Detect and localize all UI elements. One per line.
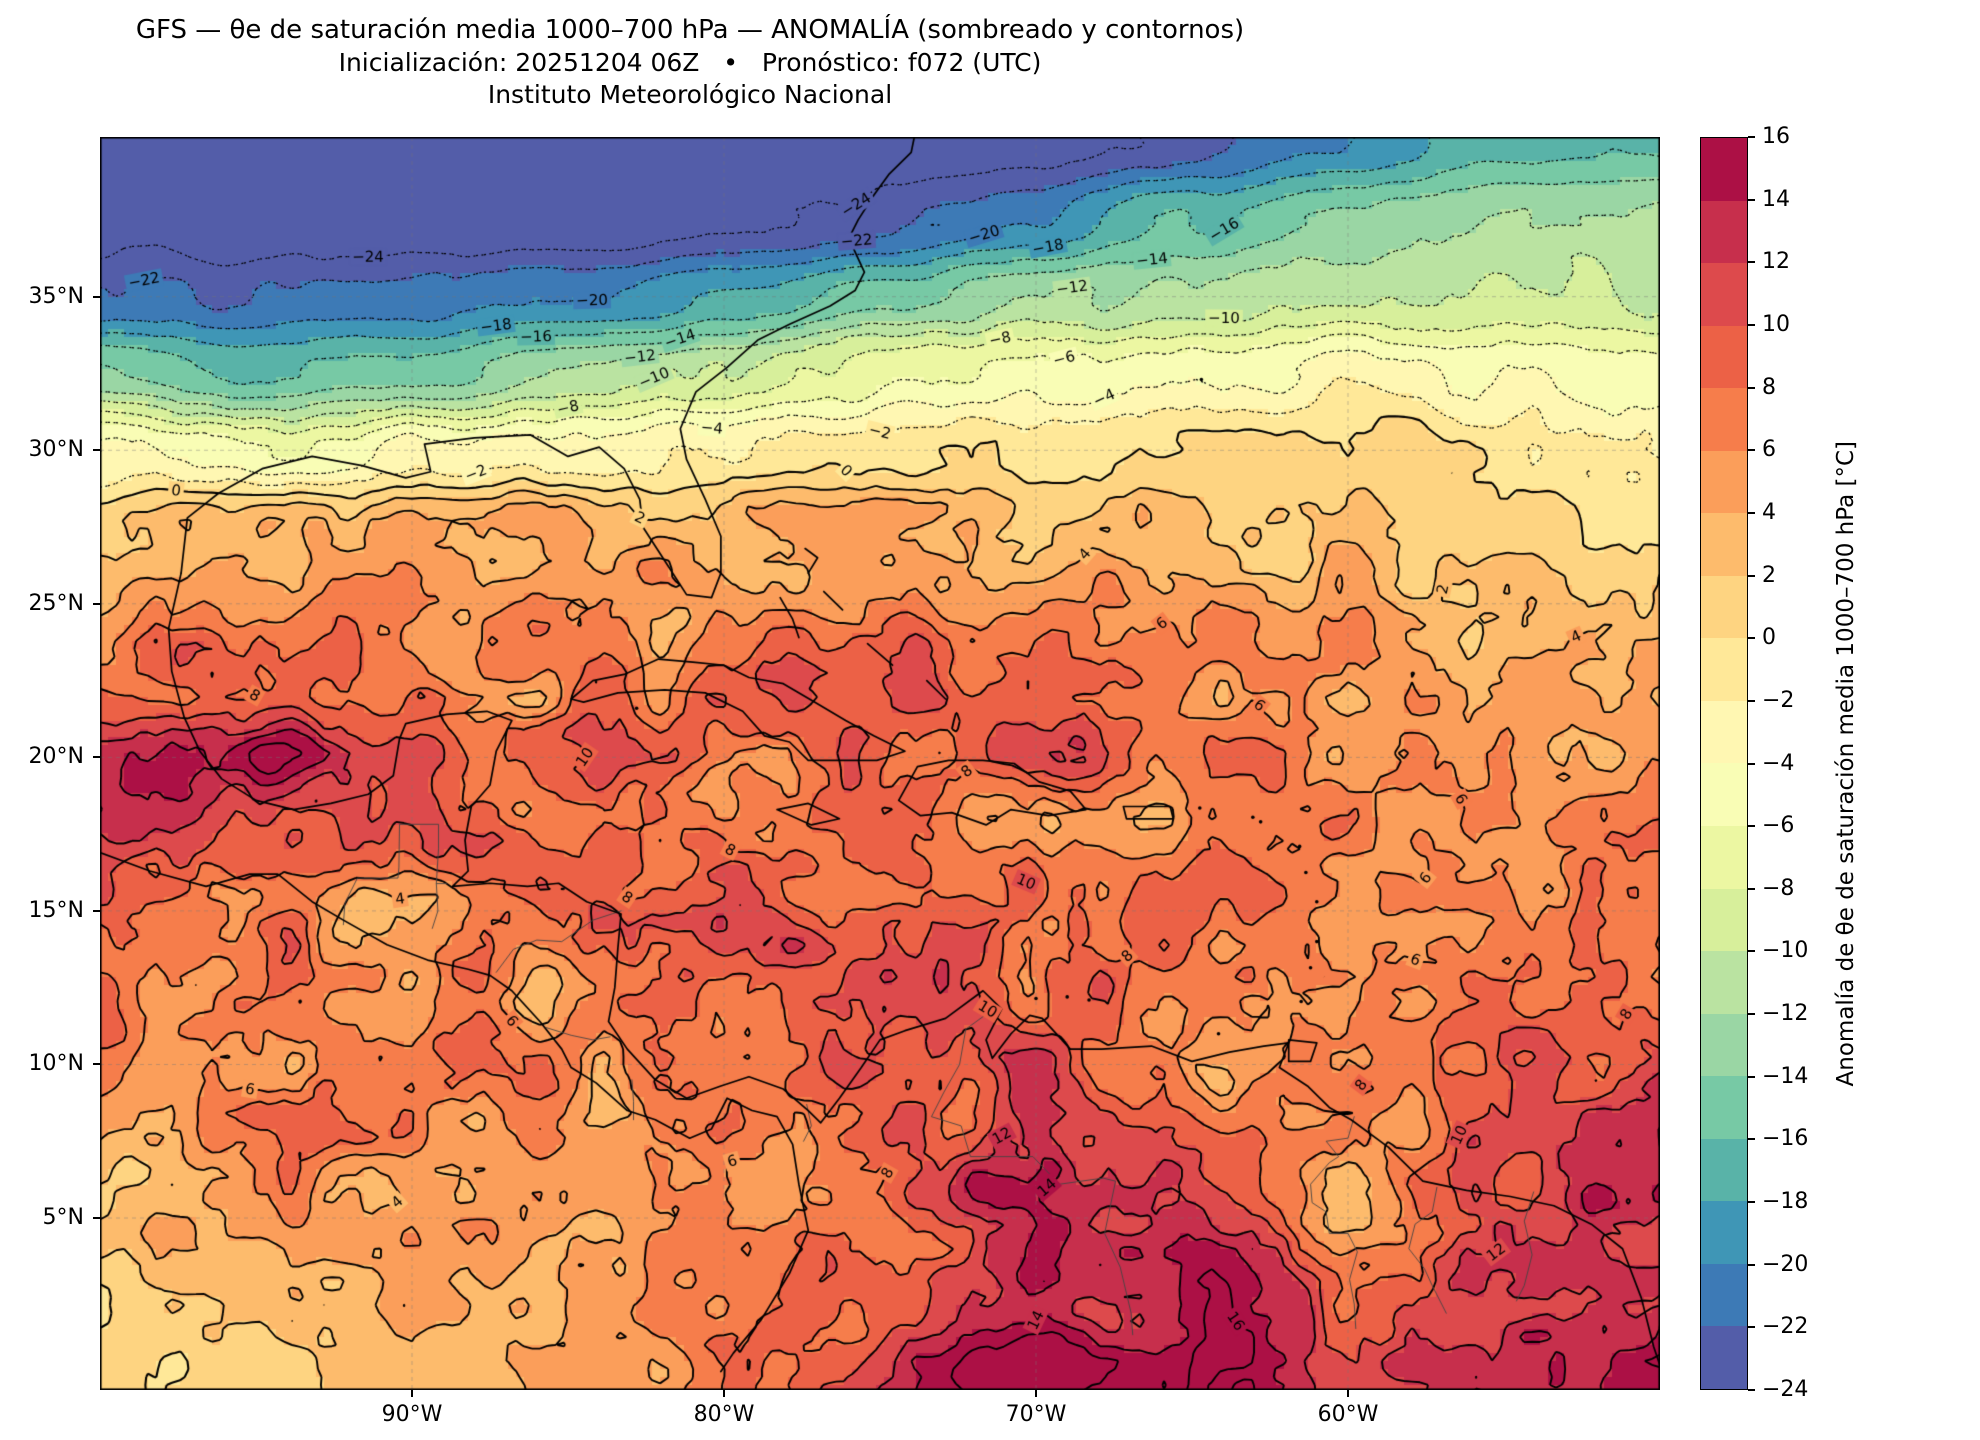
lon-tick-label: 60°W [1317, 1402, 1379, 1427]
colorbar-tick-mark [1748, 1075, 1755, 1078]
colorbar-tick-mark [1748, 261, 1755, 264]
lon-tick-mark [1347, 1390, 1349, 1397]
colorbar-tick-label: 12 [1762, 249, 1790, 275]
colorbar-tick-mark [1748, 1326, 1755, 1329]
x-axis-longitude: 90°W 80°W 70°W 60°W [100, 1390, 1660, 1440]
chart-subtitle-institution: Instituto Meteorológico Nacional [487, 80, 893, 109]
colorbar-tick-label: −12 [1762, 1001, 1809, 1027]
colorbar-tick-label: −6 [1762, 813, 1795, 839]
colorbar-segment [1701, 200, 1747, 264]
colorbar-tick-label: −22 [1762, 1314, 1809, 1340]
lat-tick-mark [93, 295, 100, 298]
colorbar-label: Anomalía de θe de saturación media 1000–… [1833, 440, 1859, 1087]
colorbar-tick-mark [1748, 887, 1755, 890]
lat-tick-mark [93, 909, 100, 912]
colorbar-tick-mark [1748, 511, 1755, 514]
lat-tick-mark [93, 1063, 100, 1066]
colorbar-segment [1701, 138, 1747, 201]
lon-tick-mark [723, 1390, 725, 1397]
colorbar-tick-mark [1748, 1389, 1755, 1391]
lon-tick-label: 80°W [693, 1402, 755, 1427]
chart-title: GFS — θe de saturación media 1000–700 hP… [135, 15, 1245, 45]
colorbar-tick-mark [1748, 762, 1755, 765]
lat-tick-mark [93, 1217, 100, 1220]
colorbar-tick-mark [1748, 1013, 1755, 1016]
colorbar-tick-mark [1748, 198, 1755, 201]
colorbar-segment [1701, 450, 1747, 514]
lat-tick-label: 30°N [28, 437, 84, 463]
colorbar-segment [1701, 575, 1747, 639]
colorbar-tick-mark [1748, 637, 1755, 640]
colorbar-segment [1701, 1326, 1747, 1389]
colorbar-tick-label: 16 [1762, 124, 1790, 149]
lat-tick-mark [93, 602, 100, 605]
colorbar-label-wrap: Anomalía de θe de saturación media 1000–… [1824, 137, 1868, 1390]
colorbar-tick-mark [1748, 825, 1755, 828]
anomaly-map-canvas [100, 137, 1660, 1390]
colorbar-segment [1701, 388, 1747, 451]
colorbar [1700, 137, 1748, 1390]
colorbar-segment [1701, 263, 1747, 326]
lon-tick-label: 90°W [381, 1402, 443, 1427]
colorbar-segment [1701, 1138, 1747, 1202]
colorbar-tick-mark [1748, 1138, 1755, 1141]
lon-tick-mark [411, 1390, 413, 1397]
colorbar-tick-label: 10 [1762, 311, 1790, 337]
colorbar-tick-label: −16 [1762, 1126, 1809, 1152]
colorbar-ticks: −24 −22 −20 −18 −16 −14 −12 −10 −8 −6 −4 −2 0 2 4 6 8 10 1… [1748, 125, 1843, 1402]
colorbar-segment [1701, 513, 1747, 576]
colorbar-tick-label: −24 [1762, 1377, 1809, 1402]
lon-tick-label: 70°W [1005, 1402, 1067, 1427]
lat-tick-mark [93, 449, 100, 452]
colorbar-tick-mark [1748, 449, 1755, 452]
colorbar-segment [1701, 1263, 1747, 1327]
colorbar-tick-label: −10 [1762, 938, 1809, 964]
colorbar-tick-label: 6 [1762, 437, 1776, 463]
colorbar-tick-mark [1748, 386, 1755, 389]
colorbar-tick-mark [1748, 574, 1755, 577]
colorbar-segment [1701, 826, 1747, 889]
colorbar-tick-mark [1748, 136, 1755, 138]
lat-tick-label: 15°N [28, 897, 84, 923]
lon-tick-mark [1035, 1390, 1037, 1397]
lat-tick-label: 10°N [28, 1051, 84, 1077]
colorbar-segment [1701, 1076, 1747, 1139]
colorbar-segment [1701, 888, 1747, 952]
lat-tick-label: 35°N [28, 283, 84, 309]
colorbar-tick-label: 2 [1762, 562, 1776, 588]
y-axis-latitude: 5°N 10°N 15°N 20°N 25°N 30°N 35°N [0, 137, 100, 1390]
colorbar-tick-label: −18 [1762, 1189, 1809, 1215]
lat-tick-mark [93, 756, 100, 759]
colorbar-tick-label: 4 [1762, 499, 1776, 525]
lat-tick-label: 20°N [28, 744, 84, 770]
lat-tick-label: 25°N [28, 590, 84, 616]
colorbar-tick-label: 0 [1762, 625, 1776, 651]
colorbar-segment [1701, 638, 1747, 701]
colorbar-segment [1701, 325, 1747, 389]
colorbar-tick-label: −8 [1762, 875, 1795, 901]
colorbar-tick-mark [1748, 699, 1755, 702]
title-block: GFS — θe de saturación media 1000–700 hP… [0, 14, 1380, 110]
colorbar-tick-mark [1748, 1201, 1755, 1204]
colorbar-segment [1701, 1201, 1747, 1264]
colorbar-tick-label: −2 [1762, 687, 1795, 713]
colorbar-tick-mark [1748, 950, 1755, 953]
colorbar-tick-mark [1748, 323, 1755, 326]
colorbar-tick-label: 14 [1762, 186, 1790, 212]
colorbar-tick-mark [1748, 1263, 1755, 1266]
colorbar-segment [1701, 1013, 1747, 1077]
chart-subtitle-init-forecast: Inicialización: 20251204 06Z • Pronóstic… [338, 48, 1042, 77]
colorbar-tick-label: −20 [1762, 1251, 1809, 1277]
colorbar-segment [1701, 700, 1747, 764]
colorbar-tick-label: −4 [1762, 750, 1795, 776]
colorbar-tick-label: −14 [1762, 1063, 1809, 1089]
colorbar-segment [1701, 763, 1747, 827]
colorbar-tick-label: 8 [1762, 374, 1776, 400]
lat-tick-label: 5°N [42, 1205, 84, 1231]
colorbar-segment [1701, 951, 1747, 1014]
